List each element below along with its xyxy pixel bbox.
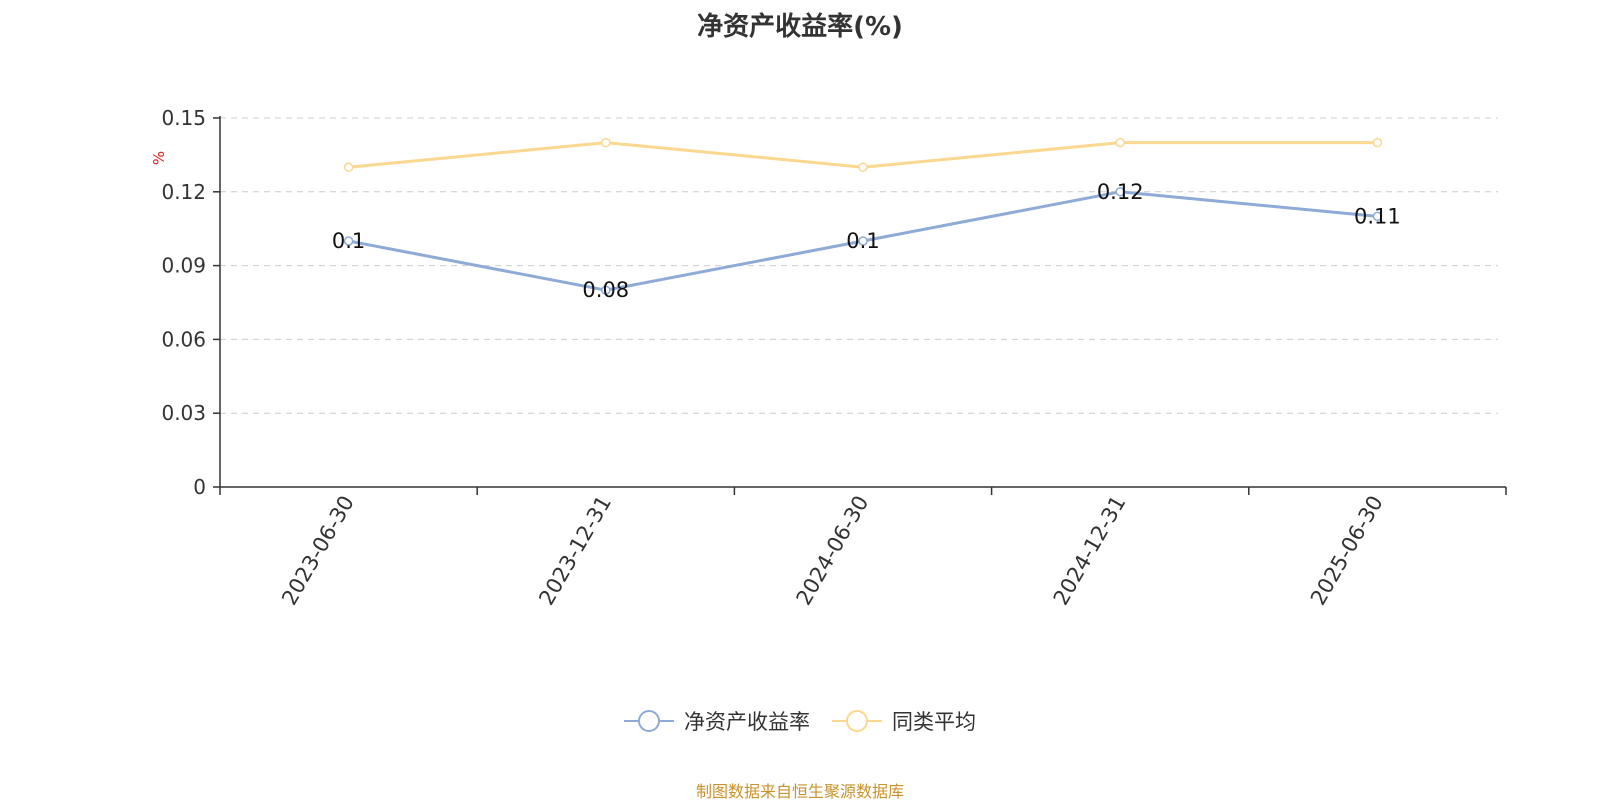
chart-title: 净资产收益率(%) [697,12,903,42]
x-tick-label: 2025-06-30 [1306,492,1388,610]
y-tick-label: 0.12 [161,180,206,204]
data-point-peer-average[interactable] [858,162,868,172]
legend-roe-line-icon [624,710,674,732]
y-tick-label: 0.15 [161,106,206,130]
data-label-roe: 0.1 [332,229,365,253]
source-note: 制图数据来自恒生聚源数据库 [695,782,904,801]
data-point-roe[interactable] [1115,187,1125,197]
y-tick-label: 0.03 [161,401,206,425]
data-label-roe: 0.1 [846,229,879,253]
x-tick-label: 2024-06-30 [792,492,874,610]
legend-item-roe[interactable]: 净资产收益率 [624,706,810,736]
data-point-roe[interactable] [1372,211,1383,222]
legend-label-roe: 净资产收益率 [684,710,810,734]
y-tick-label: 0.06 [161,327,206,351]
data-point-peer-average[interactable] [601,137,611,148]
y-tick-label: 0 [193,475,206,499]
legend-peer-line-icon [832,710,882,732]
data-label-roe: 0.11 [1354,204,1401,228]
data-point-roe[interactable] [343,236,354,246]
data-label-roe: 0.08 [582,278,629,302]
data-point-roe[interactable] [601,285,611,295]
data-point-peer-average[interactable] [343,162,354,172]
line-chart: 0 0.03 0.06 0.09 0.12 0.15% 2023-06-30 2023-12-… [150,106,1507,610]
data-point-peer-average[interactable] [1372,137,1383,148]
data-point-peer-average[interactable] [1115,137,1125,148]
x-tick-label: 2024-12-31 [1049,492,1131,610]
legend-item-peer-average[interactable]: 同类平均 [832,706,976,736]
legend-label-peer-average: 同类平均 [892,710,976,734]
x-tick-label: 2023-12-31 [534,492,616,610]
y-axis-unit-label: % [150,151,168,165]
legend: 净资产收益率 同类平均 [0,706,1600,736]
y-tick-label: 0.09 [161,254,206,278]
data-point-roe[interactable] [858,236,868,246]
x-tick-label: 2023-06-30 [277,492,359,610]
data-label-roe: 0.12 [1097,180,1144,204]
